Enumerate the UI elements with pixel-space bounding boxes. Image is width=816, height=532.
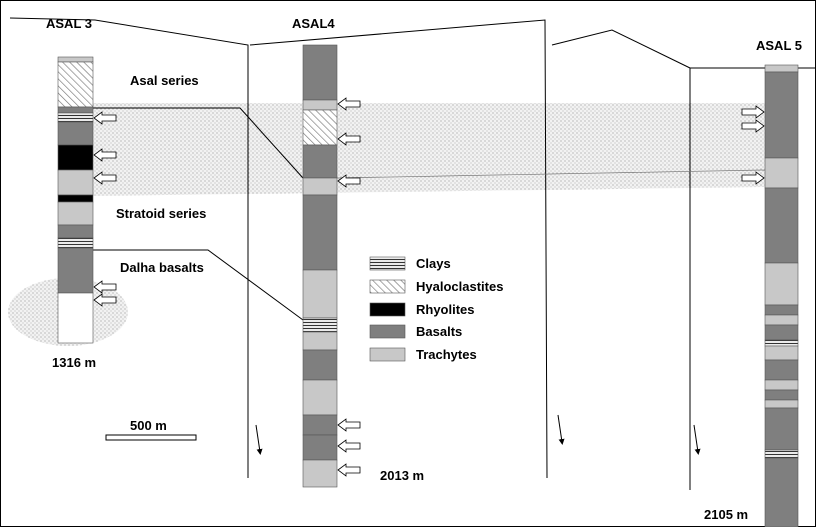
depth-label: 2105 m <box>704 507 748 522</box>
legend-label: Clays <box>416 256 451 271</box>
unit-label: Asal series <box>130 73 199 88</box>
well-label: ASAL 5 <box>756 38 802 53</box>
scale-label: 500 m <box>130 418 167 433</box>
legend-swatches <box>369 256 406 362</box>
well-column <box>302 44 338 488</box>
stratoid-band <box>93 103 765 196</box>
depth-label: 1316 m <box>52 355 96 370</box>
legend-label: Trachytes <box>416 347 477 362</box>
legend-label: Hyaloclastites <box>416 279 503 294</box>
legend-label: Basalts <box>416 324 462 339</box>
legend-label: Rhyolites <box>416 302 475 317</box>
well-column <box>764 64 799 528</box>
well-label: ASAL 3 <box>46 16 92 31</box>
feed-zone-arrows <box>93 97 765 477</box>
depth-label: 2013 m <box>380 468 424 483</box>
unit-label: Stratoid series <box>116 206 206 221</box>
well-column <box>57 56 94 344</box>
unit-label: Dalha basalts <box>120 260 204 275</box>
scale-bar <box>105 434 197 441</box>
well-label: ASAL4 <box>292 16 335 31</box>
faults <box>9 17 816 490</box>
